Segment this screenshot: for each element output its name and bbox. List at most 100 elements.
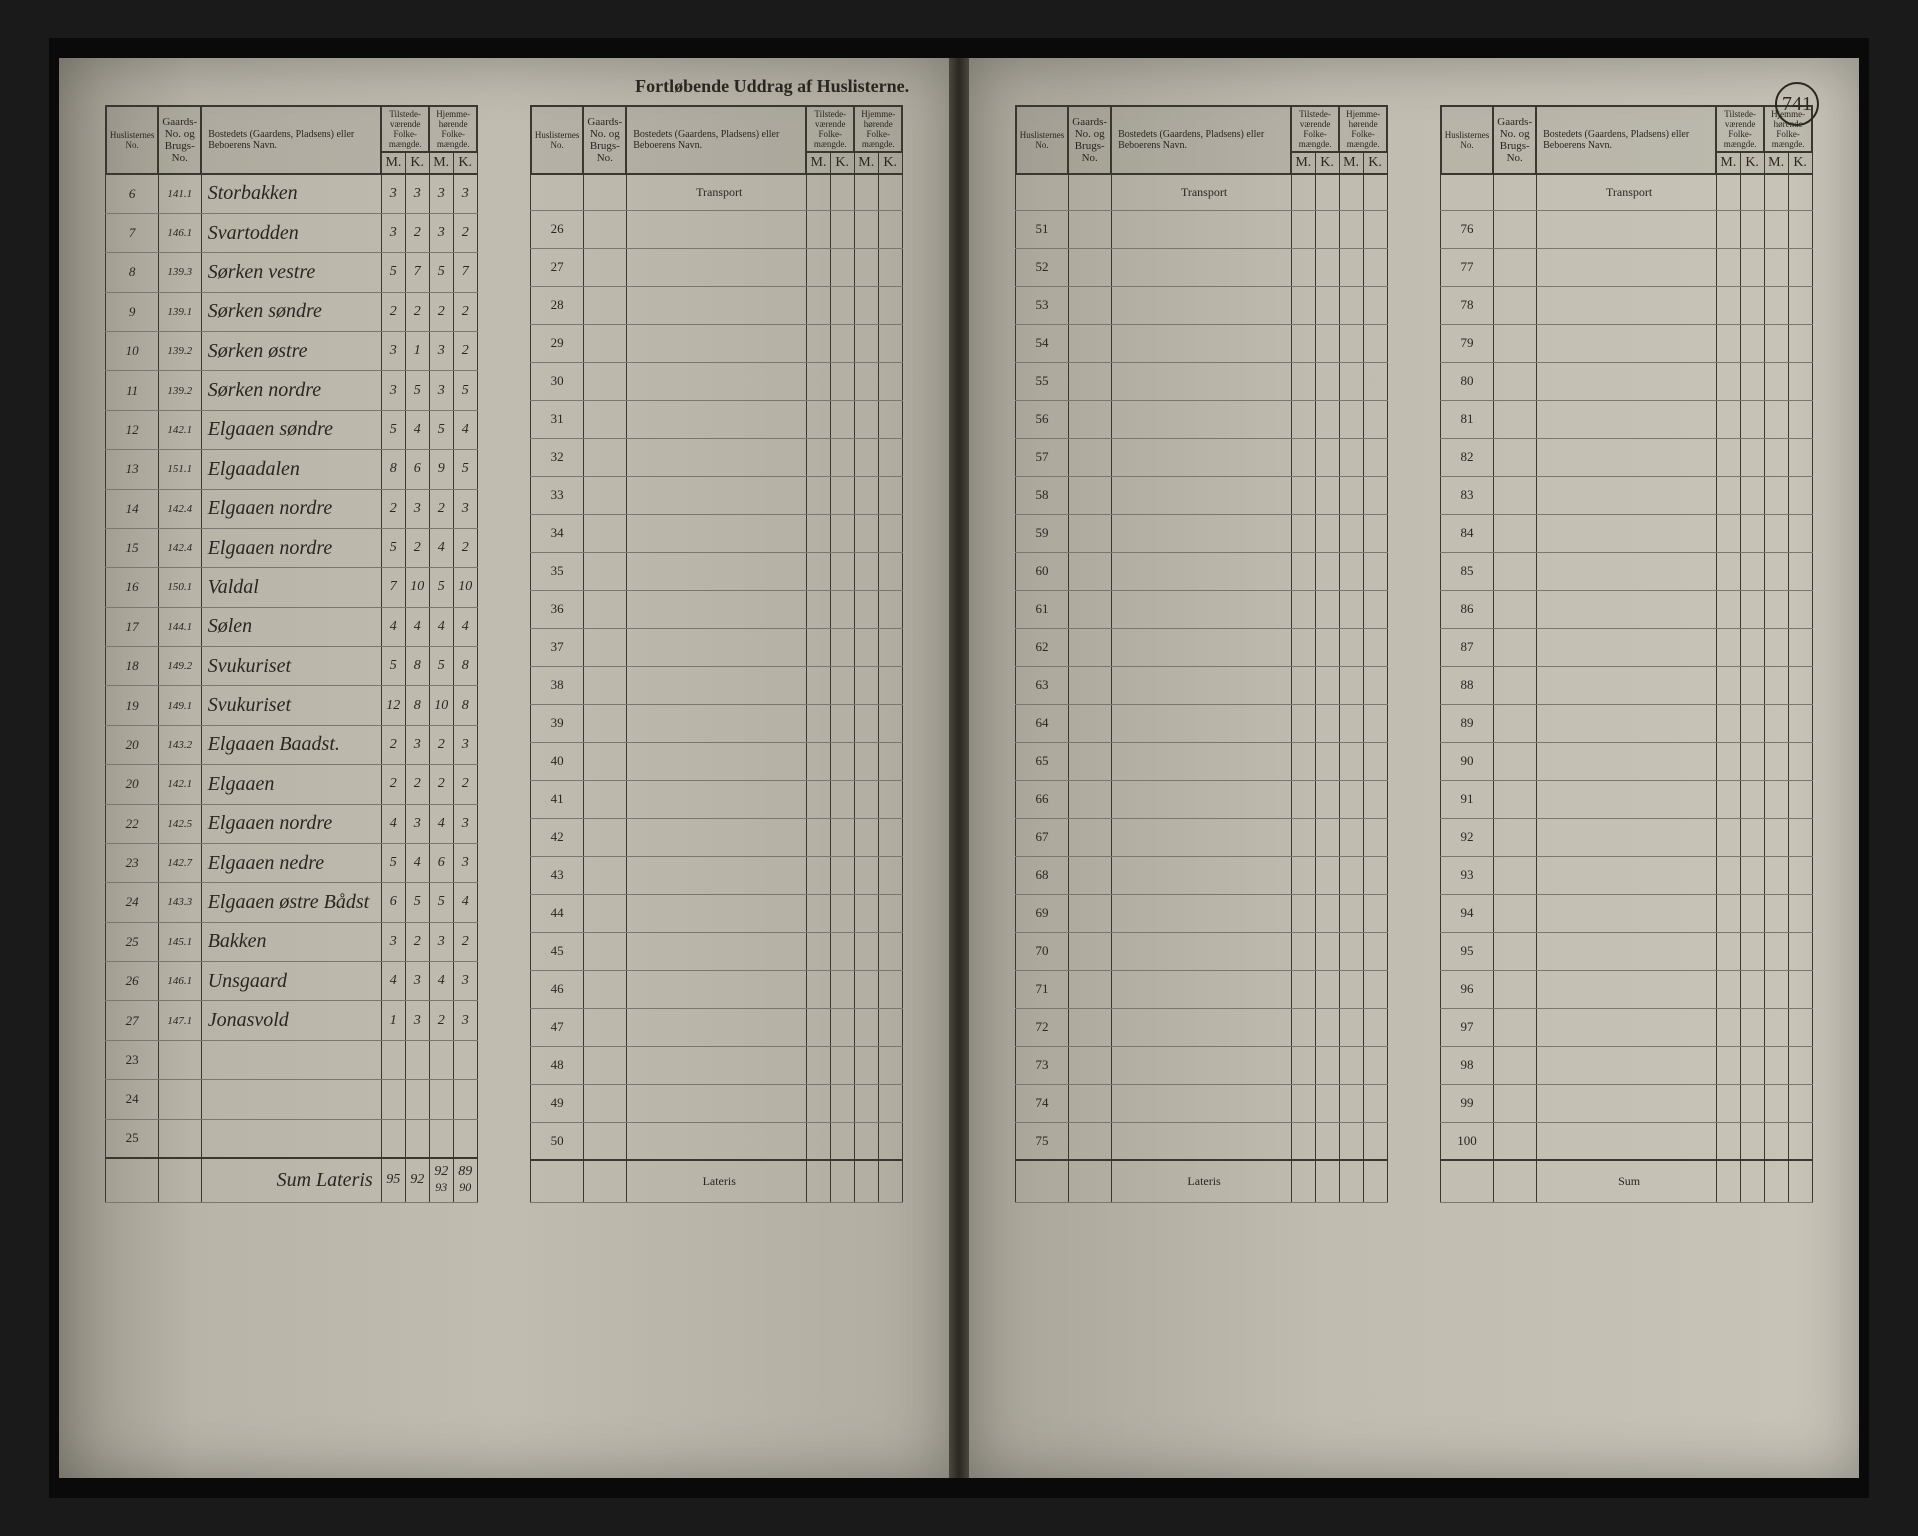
table-row: 27 147.1 Jonasvold 1 3 2 3 — [106, 1001, 477, 1040]
place-name: Elgaadalen — [201, 450, 381, 489]
col-tk: K. — [830, 152, 854, 174]
tilstede-m: 4 — [381, 962, 405, 1001]
panel4-body: Transport 76 77 78 79 — [1441, 174, 1812, 1202]
table-row-blank: 82 — [1441, 438, 1812, 476]
tilstede-k: 2 — [405, 292, 429, 331]
hjemme-k: 2 — [453, 765, 477, 804]
hjemme-k: 10 — [453, 568, 477, 607]
ledger-panel-2: Huslisternes No. Gaards-No. og Brugs-No.… — [530, 105, 903, 1203]
table-row-blank: 31 — [531, 400, 902, 438]
table-row-blank: 44 — [531, 894, 902, 932]
row-number: 88 — [1441, 666, 1494, 704]
row-number: 71 — [1016, 970, 1069, 1008]
tilstede-k: 3 — [405, 725, 429, 764]
ledger-panel-4: Huslisternes No. Gaards-No. og Brugs-No.… — [1440, 105, 1813, 1203]
sum-label: Sum Lateris — [201, 1158, 381, 1202]
table-row: 16 150.1 Valdal 7 10 5 10 — [106, 568, 477, 607]
row-number: 57 — [1016, 438, 1069, 476]
gaards-id: 149.2 — [158, 647, 201, 686]
row-number: 53 — [1016, 286, 1069, 324]
row-number: 40 — [531, 742, 584, 780]
table-row-blank: 69 — [1016, 894, 1387, 932]
row-number: 85 — [1441, 552, 1494, 590]
table-row: 22 142.5 Elgaaen nordre 4 3 4 3 — [106, 804, 477, 843]
row-number: 10 — [106, 332, 159, 371]
gaards-id: 151.1 — [158, 450, 201, 489]
col-bosted: Bostedets (Gaardens, Pladsens) eller Beb… — [1111, 106, 1291, 174]
hjemme-m: 6 — [429, 843, 453, 882]
tilstede-k: 2 — [405, 528, 429, 567]
tilstede-m: 2 — [381, 489, 405, 528]
row-number: 32 — [531, 438, 584, 476]
place-name: Sørken nordre — [201, 371, 381, 410]
table-row-blank: 80 — [1441, 362, 1812, 400]
table-row-blank: 67 — [1016, 818, 1387, 856]
gaards-id: 142.4 — [158, 528, 201, 567]
tilstede-m: 5 — [381, 253, 405, 292]
row-number: 56 — [1016, 400, 1069, 438]
row-number: 70 — [1016, 932, 1069, 970]
table-row: 18 149.2 Svukuriset 5 8 5 8 — [106, 647, 477, 686]
row-number: 72 — [1016, 1008, 1069, 1046]
tilstede-k: 7 — [405, 253, 429, 292]
table-row-blank: 66 — [1016, 780, 1387, 818]
table-row-blank: 42 — [531, 818, 902, 856]
table-row: 17 144.1 Sølen 4 4 4 4 — [106, 607, 477, 646]
table-row-blank: 45 — [531, 932, 902, 970]
hjemme-m: 4 — [429, 607, 453, 646]
tilstede-k: 5 — [405, 883, 429, 922]
panel3-body: Transport 51 52 53 54 — [1016, 174, 1387, 1202]
table-row-blank: 98 — [1441, 1046, 1812, 1084]
col-hk: K. — [1363, 152, 1387, 174]
hjemme-m: 2 — [429, 489, 453, 528]
tilstede-k: 2 — [405, 213, 429, 252]
table-row-blank: 58 — [1016, 476, 1387, 514]
hjemme-k: 3 — [453, 174, 477, 213]
col-gaards: Gaards-No. og Brugs-No. — [1493, 106, 1536, 174]
gaards-id: 142.1 — [158, 765, 201, 804]
hjemme-m: 3 — [429, 213, 453, 252]
hjemme-m: 5 — [429, 883, 453, 922]
table-row-blank: 60 — [1016, 552, 1387, 590]
row-number: 74 — [1016, 1084, 1069, 1122]
row-number: 97 — [1441, 1008, 1494, 1046]
col-huslist: Huslisternes No. — [1441, 106, 1494, 174]
row-number: 67 — [1016, 818, 1069, 856]
table-row-blank: 68 — [1016, 856, 1387, 894]
place-name: Elgaaen nordre — [201, 489, 381, 528]
place-name: Jonasvold — [201, 1001, 381, 1040]
tilstede-m: 6 — [381, 883, 405, 922]
hjemme-k: 2 — [453, 528, 477, 567]
col-hjemme: Hjemme-hørende Folke-mængde. — [854, 106, 902, 152]
place-name: Valdal — [201, 568, 381, 607]
hjemme-m: 5 — [429, 647, 453, 686]
hjemme-k: 3 — [453, 962, 477, 1001]
col-hm: M. — [1339, 152, 1363, 174]
place-name: Bakken — [201, 922, 381, 961]
row-number: 33 — [531, 476, 584, 514]
col-tilstede: Tilstede-værende Folke-mængde. — [806, 106, 854, 152]
table-row-blank: 51 — [1016, 210, 1387, 248]
hjemme-k: 2 — [453, 292, 477, 331]
table-row-blank: 38 — [531, 666, 902, 704]
col-hjemme: Hjemme-hørende Folke-mængde. — [1339, 106, 1387, 152]
col-bosted: Bostedets (Gaardens, Pladsens) eller Beb… — [201, 106, 381, 174]
row-number: 51 — [1016, 210, 1069, 248]
col-tm: M. — [381, 152, 405, 174]
row-number: 83 — [1441, 476, 1494, 514]
tilstede-k: 3 — [405, 1001, 429, 1040]
table-row-blank: 99 — [1441, 1084, 1812, 1122]
hjemme-m: 3 — [429, 371, 453, 410]
footer-row: Lateris — [531, 1160, 902, 1202]
tilstede-m: 1 — [381, 1001, 405, 1040]
table-row-blank: 77 — [1441, 248, 1812, 286]
table-row-blank: 26 — [531, 210, 902, 248]
gaards-id: 144.1 — [158, 607, 201, 646]
row-number: 54 — [1016, 324, 1069, 362]
table-row: 8 139.3 Sørken vestre 5 7 5 7 — [106, 253, 477, 292]
row-number: 24 — [106, 1080, 159, 1119]
row-number: 15 — [106, 528, 159, 567]
gaards-id: 139.1 — [158, 292, 201, 331]
gaards-id: 139.2 — [158, 371, 201, 410]
place-name: Unsgaard — [201, 962, 381, 1001]
